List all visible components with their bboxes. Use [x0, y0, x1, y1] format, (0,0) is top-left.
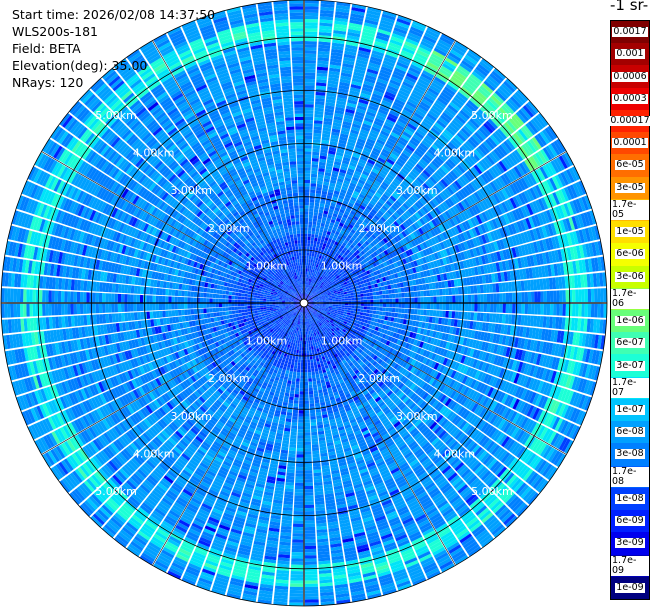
colorbar-level: 3e-05 — [611, 176, 649, 199]
colorbar-tick-label: 1.7e-05 — [611, 199, 649, 220]
azimuth-line — [303, 302, 567, 455]
colorbar-level: 6e-08 — [611, 421, 649, 444]
range-ring-label: 5.00km — [471, 109, 513, 122]
colorbar-tick-label: 1.7e-07 — [611, 377, 649, 398]
range-labels: 1.00km 1.00km 1.00km 1.00km 2.00km 2.00km 2.00… — [95, 109, 512, 498]
colorbar-level: 1e-07 — [611, 398, 649, 422]
range-ring-label: 1.00km — [246, 335, 288, 348]
range-ring-label: 1.00km — [246, 259, 288, 272]
range-ring-label: 4.00km — [434, 147, 476, 160]
colorbar-level: 1e-05 — [611, 221, 649, 244]
colorbar-level: 0.0006 — [611, 65, 649, 88]
colorbar-level: 1.7e-08 — [611, 465, 649, 488]
colorbar-tick-label: 6e-05 — [615, 159, 645, 171]
colorbar-level: 6e-09 — [611, 510, 649, 533]
colorbar-tick-label: 1.7e-06 — [611, 288, 649, 309]
azimuth-line — [152, 302, 305, 566]
colorbar-title: -1 sr- — [610, 0, 649, 14]
colorbar-tick-label: 0.0003 — [612, 92, 648, 104]
field-label: Field: BETA — [12, 41, 81, 56]
range-ring-label: 4.00km — [133, 447, 175, 460]
range-ring-label: 5.00km — [471, 485, 513, 498]
azimuth-line — [303, 40, 456, 304]
range-ring-label: 4.00km — [133, 147, 175, 160]
colorbar-level: 6e-05 — [611, 154, 649, 177]
azimuth-line — [41, 302, 305, 455]
azimuth-line — [41, 151, 305, 304]
colorbar-tick-label: 3e-06 — [615, 270, 645, 282]
colorbar-tick-label: 1e-07 — [615, 404, 645, 416]
colorbar-level: 6e-06 — [611, 243, 649, 266]
colorbar-tick-label: 0.00017 — [609, 115, 650, 127]
colorbar-level: 0.0017 — [611, 21, 649, 44]
azimuth-line — [303, 151, 567, 304]
azimuth-line — [152, 40, 305, 304]
colorbar-level: 1.7e-07 — [611, 376, 649, 399]
colorbar-tick-label: 6e-08 — [615, 426, 645, 438]
colorbar-level: 3e-06 — [611, 265, 649, 288]
ppi-plot: 1.00km 1.00km 1.00km 1.00km 2.00km 2.00km 2.00… — [0, 0, 608, 607]
colorbar-level: 0.00017 — [609, 109, 650, 133]
colorbar-level: 1.7e-05 — [611, 198, 649, 222]
colorbar: 0.0017 0.001 0.0006 0.0003 0.00017 0.0001 6e-0… — [609, 20, 650, 600]
colorbar-tick-label: 0.001 — [615, 48, 645, 60]
colorbar-tick-label: 6e-07 — [615, 337, 645, 349]
colorbar-level: 0.0003 — [611, 87, 649, 110]
colorbar-level: 6e-07 — [611, 332, 649, 355]
azimuth-line — [303, 302, 456, 566]
range-ring-label: 4.00km — [434, 447, 476, 460]
scan-info: Start time: 2026/02/08 14:37:50 WLS200s-… — [12, 6, 215, 91]
colorbar-tick-label: 3e-09 — [615, 537, 645, 549]
colorbar-tick-label: 0.0017 — [612, 26, 648, 38]
colorbar-level: 1e-09 — [611, 576, 649, 599]
instrument-label: WLS200s-181 — [12, 24, 98, 39]
colorbar-tick-label: 3e-08 — [615, 448, 645, 460]
elevation-label: Elevation(deg): 35.00 — [12, 58, 148, 73]
colorbar-tick-label: 0.0006 — [612, 70, 648, 82]
range-ring-label: 3.00km — [396, 410, 438, 423]
radar-center — [299, 298, 309, 308]
range-ring-label: 1.00km — [321, 335, 363, 348]
colorbar-level: 1e-06 — [611, 310, 649, 333]
colorbar-tick-label: 3e-07 — [615, 359, 645, 371]
colorbar-level: 3e-07 — [611, 354, 649, 377]
colorbar-level: 1e-08 — [611, 487, 649, 511]
nrays-label: NRays: 120 — [12, 75, 84, 90]
range-ring-label: 1.00km — [321, 259, 363, 272]
colorbar-level: 3e-09 — [611, 532, 649, 555]
colorbar-tick-label: 3e-05 — [615, 181, 645, 193]
range-ring-label: 2.00km — [208, 372, 250, 385]
colorbar-level: 1.7e-09 — [611, 554, 649, 577]
colorbar-tick-label: 0.0001 — [612, 137, 648, 149]
colorbar-tick-label: 1.7e-09 — [611, 555, 649, 576]
colorbar-tick-label: 1e-06 — [615, 315, 645, 327]
range-ring-label: 5.00km — [95, 485, 137, 498]
range-ring-label: 5.00km — [95, 109, 137, 122]
range-ring-label: 2.00km — [358, 222, 400, 235]
range-ring-label: 3.00km — [396, 184, 438, 197]
range-ring-label: 3.00km — [170, 184, 212, 197]
range-ring-label: 3.00km — [170, 410, 212, 423]
azimuth-grid — [1, 0, 607, 606]
colorbar-level: 0.0001 — [611, 132, 649, 155]
start-time-label: Start time: 2026/02/08 14:37:50 — [12, 7, 216, 22]
colorbar-tick-label: 1e-08 — [615, 492, 645, 504]
colorbar-level: 3e-08 — [611, 443, 649, 466]
colorbar-tick-label: 6e-09 — [615, 515, 645, 527]
colorbar-tick-label: 1e-09 — [615, 581, 645, 593]
colorbar-tick-label: 1.7e-08 — [611, 466, 649, 487]
colorbar-level: 0.001 — [611, 43, 649, 66]
colorbar-tick-label: 6e-06 — [615, 248, 645, 260]
ppi-data — [1, 0, 607, 606]
range-ring-label: 2.00km — [358, 372, 400, 385]
colorbar-level: 1.7e-06 — [611, 287, 649, 310]
colorbar-tick-label: 1e-05 — [615, 226, 645, 238]
range-ring-label: 2.00km — [208, 222, 250, 235]
